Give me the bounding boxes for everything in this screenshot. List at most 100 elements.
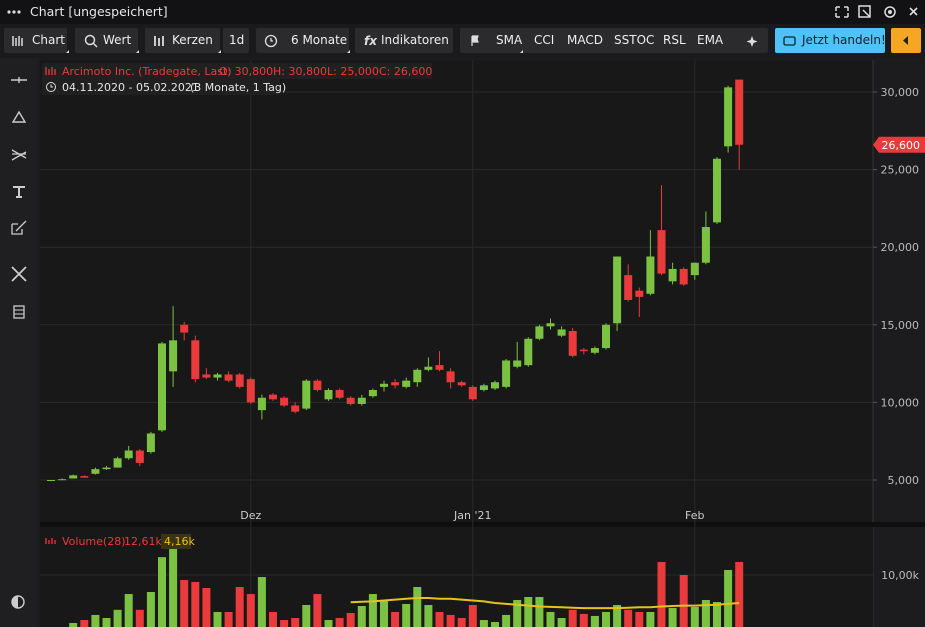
toolbar: Chart Wert Kerzen 1d 6 Monate Indikatore… [0,24,925,58]
volume-bar [235,586,244,627]
rsl[interactable]: RSL [663,33,686,47]
candle-body [257,397,266,411]
range-button[interactable]: 6 Monate [256,28,349,53]
candle-body [246,379,255,403]
candle-body [491,382,499,389]
sidebar-icons[interactable] [0,58,38,627]
volume-bar [568,609,577,627]
volume-bar [102,617,111,627]
volume-bar [313,594,322,627]
x-tick-label: Jan '21 [453,509,491,522]
macd[interactable]: MACD [567,33,603,47]
candle-body [213,374,222,378]
volume-bar [613,604,622,627]
volume-bar [402,603,411,627]
volume-ma-value: 4,16k [164,535,195,548]
volume-value: 12,61k [124,535,162,548]
volume-bars [69,547,744,627]
menu-dots[interactable] [6,0,26,24]
candle-body [235,374,244,387]
arrow [903,36,908,45]
candle-body [113,458,122,468]
interval-button[interactable]: 1d [223,28,249,53]
volume-layer [40,547,873,627]
candle-body [102,467,111,470]
volume-bar [468,604,477,627]
orange-button[interactable] [891,28,921,53]
y-tick-label: 25,000 [881,164,920,177]
candle-body [191,340,200,380]
y-tick-label: 10,00k [881,569,919,582]
y-tick-label: 20,000 [881,241,920,254]
volume-bar [80,620,89,627]
cci[interactable]: CCI [534,33,555,47]
volume-bar [202,588,211,627]
candle-body [613,256,622,324]
indicators-button[interactable]: Indikatoren [355,28,453,53]
price-panel [40,60,873,522]
value-button[interactable]: Wert [75,28,138,53]
candle-body [713,158,721,223]
volume-name: Volume(28) [62,535,126,548]
candle-body [657,230,666,274]
y-tick-label: 10,000 [881,396,920,409]
volume-bar [602,611,610,627]
volume-bar [524,597,533,627]
volume-bar [624,609,633,627]
candle-body [269,394,277,400]
volume-bar [69,623,78,627]
candle-body [679,268,688,285]
volume-bar [169,547,178,627]
volume-bar [346,612,355,627]
label: Chart [32,33,65,47]
x-tick-label: Dez [240,509,261,522]
volume-bar [646,611,655,627]
y-tick-label: 5,000 [888,474,920,487]
sidebar [0,58,38,627]
ema[interactable]: EMA [697,33,724,47]
y-tick-label: 30,000 [881,86,920,99]
candle-body [690,262,699,276]
volume-bar [302,604,311,627]
instrument-name: Arcimoto Inc. (Tradegate, Last) [62,65,232,78]
candle-body [169,340,178,372]
volume-bar [224,611,233,627]
sma[interactable]: SMA [496,33,523,47]
candle-body [402,380,411,387]
volume-bar [280,620,289,627]
ma-label-bg [161,534,191,549]
volume-bar [535,597,544,627]
x-tick-label: Feb [685,509,704,522]
candle-body [479,385,488,390]
window-controls[interactable] [830,0,925,24]
candle-body [624,275,633,300]
label: Jetzt handeln! [802,33,886,47]
volume-bar [690,606,699,627]
candle-body [646,256,655,294]
volume-bar [124,594,133,627]
candle-body [146,433,155,453]
ohlc-open: O: 30,800 [219,65,273,78]
legend-icon [45,67,56,75]
candle-body [413,369,422,383]
candle-body [91,469,100,474]
candle-body [446,371,455,383]
candle-body [590,348,599,353]
volume-bar [335,617,344,627]
legend-layer: Arcimoto Inc. (Tradegate, Last) O: 30,80… [42,63,432,549]
volume-bar [257,577,266,627]
volume-bar [291,617,300,627]
candle-body [724,87,733,147]
volume-bar [146,591,155,627]
candle-body [546,323,555,327]
legend-bg [42,79,280,95]
candle-body [735,79,744,145]
candle-body [424,366,433,370]
candle-body [335,389,344,398]
volume-bar [513,599,522,627]
volume-bar [724,569,733,627]
label: Indikatoren [381,33,449,47]
clock-hands [50,84,53,88]
candle-body [324,389,333,400]
sstoc[interactable]: SSTOC [614,33,655,47]
